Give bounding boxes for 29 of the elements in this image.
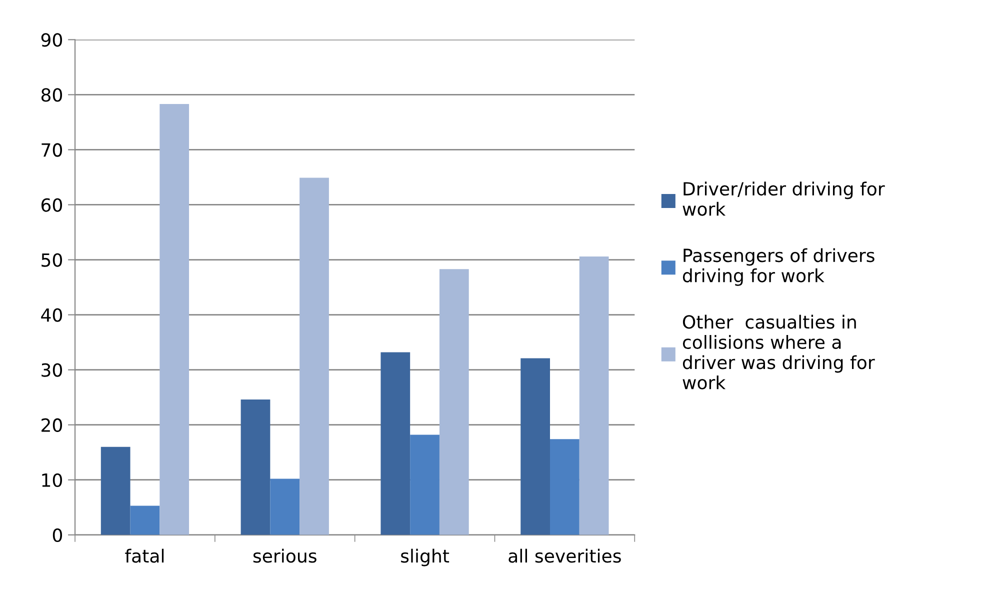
bar [130, 506, 160, 535]
bar [160, 104, 190, 535]
y-tick-label: 40 [41, 308, 62, 322]
y-tick-label: 30 [42, 363, 62, 377]
bar [240, 400, 270, 535]
y-tick-label: 60 [41, 198, 62, 212]
bar [579, 256, 609, 535]
legend-label: Other casualties in collisions where a driver was driving for work [682, 314, 875, 390]
bar [270, 478, 300, 535]
y-tick-label: 50 [42, 253, 62, 267]
y-tick-label: 0 [52, 528, 62, 542]
x-tick-label: serious [253, 548, 316, 563]
legend-label: Passengers of drivers driving for work [682, 248, 874, 286]
bar [520, 358, 550, 535]
x-tick-label: slight [401, 548, 450, 566]
y-tick-label: 70 [42, 143, 62, 157]
bar [380, 352, 410, 535]
x-tick-label: fatal [125, 548, 164, 563]
bar [100, 446, 130, 535]
bar [439, 269, 469, 535]
bar [410, 434, 440, 535]
y-tick-label: 80 [41, 88, 62, 102]
legend-label: Driver/rider driving for work [682, 182, 885, 216]
y-tick-label: 90 [41, 33, 62, 47]
bar [550, 439, 580, 535]
bar [300, 178, 329, 535]
x-tick-label: all severities [508, 548, 621, 563]
y-tick-label: 20 [42, 418, 62, 432]
y-tick-label: 10 [42, 473, 62, 487]
